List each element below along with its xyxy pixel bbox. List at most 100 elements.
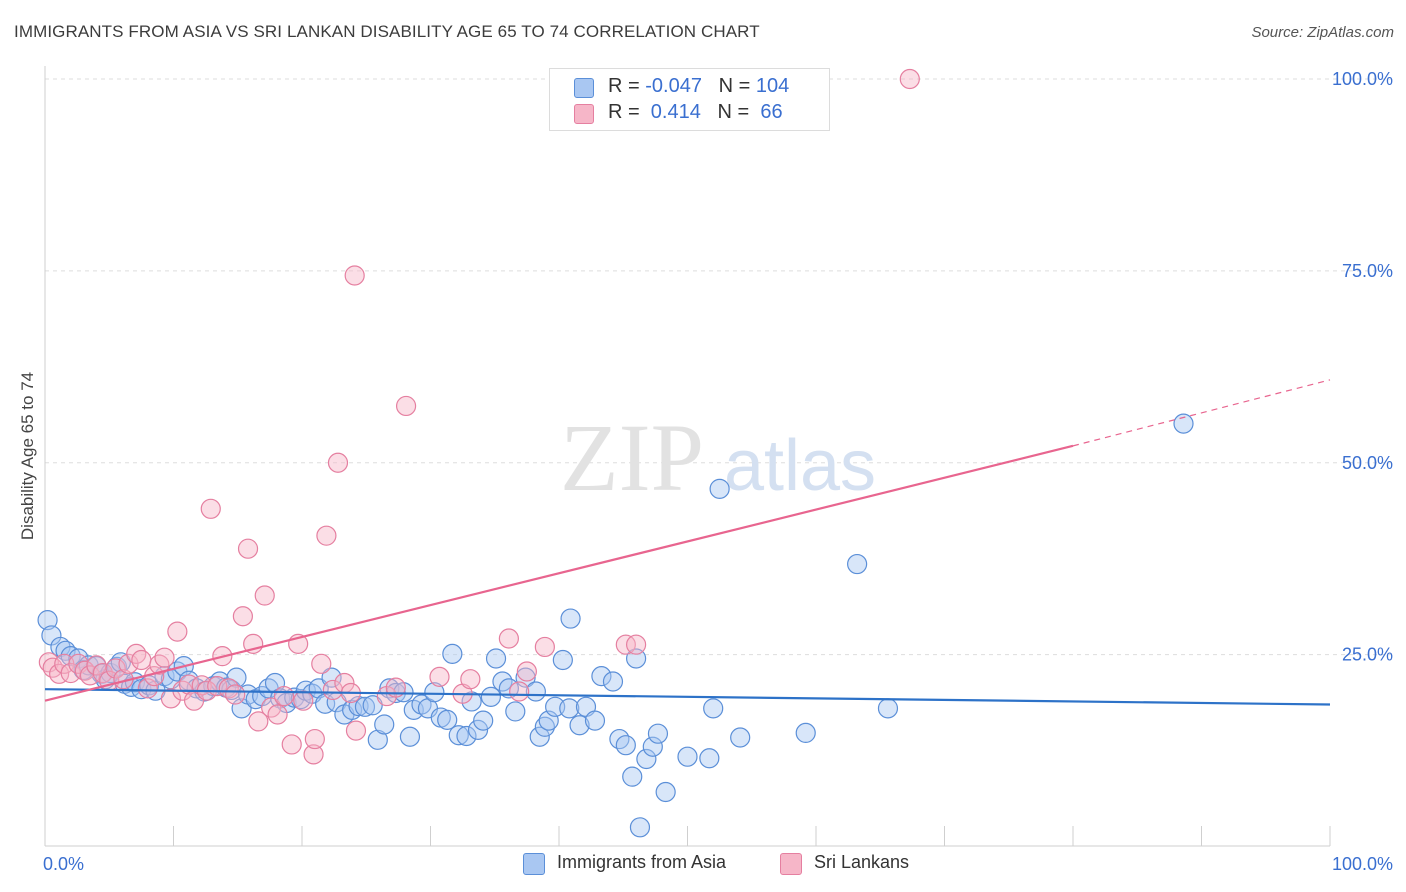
watermark: ZIP atlas xyxy=(560,404,876,511)
data-point xyxy=(480,686,501,707)
data-point xyxy=(560,608,581,629)
legend-n-label: N = xyxy=(718,75,756,97)
data-point xyxy=(437,709,458,730)
data-point xyxy=(49,663,70,684)
trend-lines xyxy=(44,379,1331,706)
data-point xyxy=(622,766,643,787)
legend-swatch-sri-lankans xyxy=(574,104,594,124)
data-point xyxy=(131,649,152,671)
data-point xyxy=(642,736,663,757)
data-point xyxy=(677,746,698,767)
data-point xyxy=(37,609,58,631)
axes xyxy=(44,66,1331,847)
data-point xyxy=(647,723,669,744)
legend-r-label: R = xyxy=(608,75,646,97)
data-point xyxy=(460,669,481,690)
data-point xyxy=(625,648,647,669)
bottom-legend-swatch-sri-lankans xyxy=(780,853,802,875)
data-point xyxy=(160,688,182,709)
data-point xyxy=(232,606,253,627)
data-point xyxy=(304,728,325,750)
data-point xyxy=(225,684,246,705)
data-point xyxy=(899,68,920,90)
data-point xyxy=(273,685,295,707)
data-point xyxy=(1173,413,1194,434)
data-point xyxy=(254,585,275,606)
y-tick-label: 50.0% xyxy=(1342,453,1393,473)
data-point xyxy=(877,698,899,719)
data-point xyxy=(609,728,630,750)
data-point xyxy=(342,699,363,720)
data-point xyxy=(615,735,636,756)
legend-n-value: 66 xyxy=(754,101,783,123)
trend-line-sri-lankans-extension xyxy=(1072,379,1331,447)
legend-r-value: 0.414 xyxy=(645,101,701,123)
data-point xyxy=(149,654,170,675)
data-point xyxy=(154,647,175,668)
data-point xyxy=(200,498,221,519)
data-point xyxy=(498,628,519,649)
legend: R = -0.047 N = 104 R = 0.414 N = 66 xyxy=(549,68,830,131)
data-point xyxy=(467,719,489,740)
data-point xyxy=(267,704,288,725)
data-point xyxy=(167,621,188,642)
data-point xyxy=(703,698,724,719)
data-point xyxy=(456,725,477,747)
data-point xyxy=(442,643,463,664)
data-point xyxy=(584,710,606,731)
bottom-legend-swatch-asia xyxy=(523,853,545,875)
data-point xyxy=(559,698,580,719)
legend-swatch-asia xyxy=(574,78,594,98)
bottom-legend-label: Sri Lankans xyxy=(814,852,910,872)
data-point xyxy=(534,636,555,658)
data-point xyxy=(411,694,432,715)
data-point xyxy=(293,690,314,711)
data-point xyxy=(516,661,537,682)
x-tick-label: 0.0% xyxy=(43,854,84,874)
data-point xyxy=(248,711,269,732)
legend-r-label: R = xyxy=(608,101,646,123)
data-point xyxy=(137,678,158,699)
data-point xyxy=(281,734,302,755)
data-point xyxy=(795,722,816,744)
data-point xyxy=(505,701,526,722)
data-point xyxy=(303,744,324,765)
trend-line-asia xyxy=(44,688,1331,706)
source-label: Source: ZipAtlas.com xyxy=(1251,24,1394,41)
data-point xyxy=(629,817,651,838)
data-point xyxy=(569,715,590,736)
data-point xyxy=(448,725,469,746)
watermark-atlas: atlas xyxy=(724,426,876,506)
data-point xyxy=(625,634,647,655)
watermark-zip: ZIP xyxy=(560,404,704,511)
data-point xyxy=(615,634,636,655)
y-tick-label: 25.0% xyxy=(1342,645,1393,665)
y-tick-label: 75.0% xyxy=(1342,261,1393,281)
data-point xyxy=(38,652,59,673)
data-point xyxy=(311,653,332,674)
data-point xyxy=(699,748,720,769)
data-point xyxy=(79,665,101,686)
legend-n-label: N = xyxy=(717,101,755,123)
data-point xyxy=(655,781,676,803)
data-point xyxy=(473,710,494,731)
y-tick-label: 100.0% xyxy=(1332,69,1393,89)
series-sri-lankans xyxy=(38,68,920,765)
data-point xyxy=(348,695,369,717)
data-point xyxy=(429,666,450,687)
legend-r-value: -0.047 xyxy=(645,75,702,97)
data-point xyxy=(374,714,395,735)
data-point xyxy=(525,681,546,702)
data-point xyxy=(316,525,337,546)
data-point xyxy=(399,726,421,747)
bottom-legend-label: Immigrants from Asia xyxy=(557,852,727,872)
data-point xyxy=(847,553,868,575)
data-point xyxy=(344,265,365,286)
data-point xyxy=(354,696,376,717)
chart-title: IMMIGRANTS FROM ASIA VS SRI LANKAN DISAB… xyxy=(14,22,760,41)
data-point xyxy=(226,667,247,688)
data-point xyxy=(367,729,388,750)
grid-lines xyxy=(45,78,1392,656)
data-point xyxy=(424,682,445,703)
